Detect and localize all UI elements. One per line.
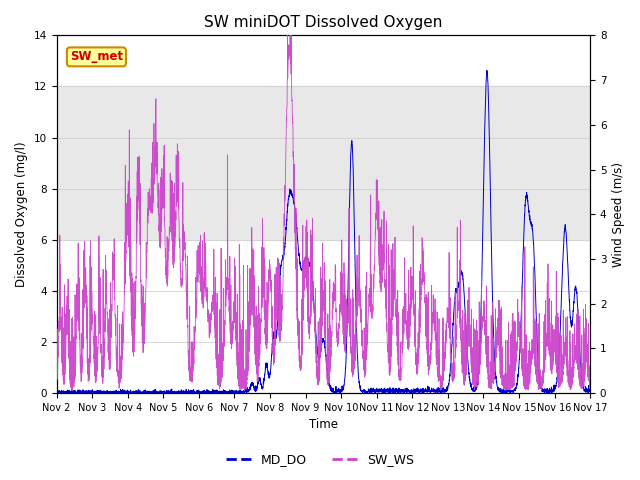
Title: SW miniDOT Dissolved Oxygen: SW miniDOT Dissolved Oxygen bbox=[204, 15, 442, 30]
Text: SW_met: SW_met bbox=[70, 50, 123, 63]
Legend: MD_DO, SW_WS: MD_DO, SW_WS bbox=[221, 448, 419, 471]
Y-axis label: Dissolved Oxygen (mg/l): Dissolved Oxygen (mg/l) bbox=[15, 142, 28, 287]
Bar bbox=[56, 86, 590, 240]
Y-axis label: Wind Speed (m/s): Wind Speed (m/s) bbox=[612, 162, 625, 267]
X-axis label: Time: Time bbox=[309, 419, 338, 432]
